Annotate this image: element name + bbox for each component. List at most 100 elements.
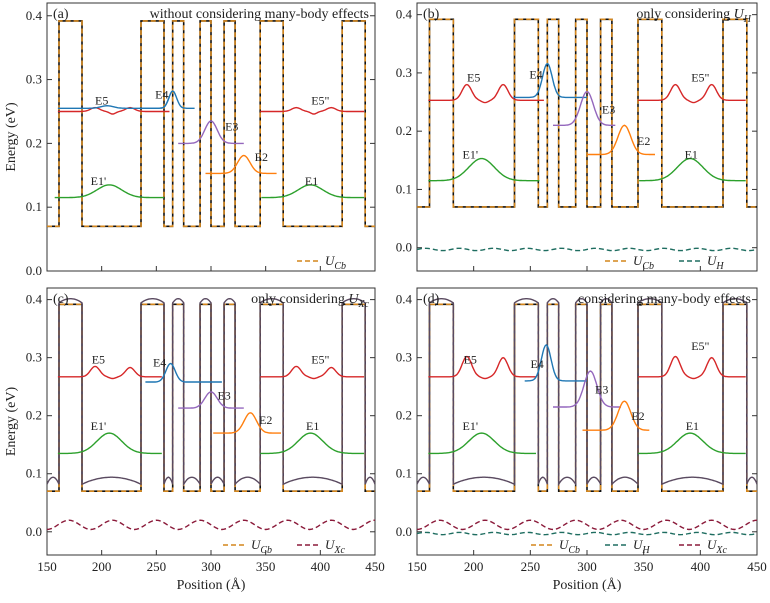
potential-u-xc-line — [417, 519, 757, 531]
y-tick-label: 0.0 — [396, 240, 412, 255]
x-tick-label: 300 — [577, 559, 597, 574]
x-axis-title: Position (Å) — [553, 577, 622, 593]
state-label: E1 — [306, 419, 319, 433]
panel-b: 0.0 0.1 0.2 0.3 0.4 E5 E4 E5" E3 E2 E1' E1 (b) only c… — [396, 2, 758, 272]
state-label: E1' — [91, 174, 107, 188]
state-e3-curve — [553, 370, 621, 408]
state-label: E5" — [691, 339, 709, 353]
potential-total-line — [47, 297, 375, 487]
state-e1p-curve — [54, 184, 164, 199]
y-tick-label: 0.1 — [396, 181, 412, 196]
legend-label: UXc — [707, 537, 727, 556]
y-tick-label: 0.3 — [396, 350, 412, 365]
legend-label: UCb — [325, 253, 346, 272]
y-axis-title: Energy (eV) — [4, 102, 19, 172]
state-label: E5" — [311, 352, 329, 366]
legend-label: UCb — [633, 253, 654, 272]
state-e2-curve — [582, 400, 650, 431]
state-e3-curve — [178, 391, 244, 409]
state-label: E1' — [463, 148, 479, 162]
state-label: E5" — [311, 93, 329, 107]
state-e5-curve — [428, 355, 536, 380]
y-axis-title: Energy (eV) — [4, 387, 19, 457]
state-label: E2 — [631, 409, 644, 423]
y-tick-label: 0.4 — [26, 8, 43, 23]
potential-ucb-line — [47, 303, 375, 492]
state-label: E4 — [529, 68, 542, 82]
y-tick-label: 0.2 — [396, 123, 412, 138]
panel-tag: (c) — [53, 292, 69, 307]
x-tick-label: 450 — [365, 559, 385, 574]
legend-label: UH — [633, 537, 650, 556]
legend-label: UCb — [251, 537, 272, 556]
y-tick-label: 0.2 — [26, 135, 42, 150]
x-tick-label: 350 — [634, 559, 654, 574]
y-tick-label: 0.1 — [396, 466, 412, 481]
state-label: E2 — [637, 134, 650, 148]
state-label: E4 — [530, 357, 543, 371]
legend-label: UH — [707, 253, 724, 272]
panel-tag: (b) — [423, 7, 440, 22]
state-e1p-curve — [428, 432, 536, 455]
state-e2-curve — [213, 412, 281, 434]
state-label: E1 — [686, 419, 699, 433]
y-tick-label: 0.1 — [26, 466, 42, 481]
state-e5-curve — [57, 365, 162, 380]
legend-label: UCb — [559, 537, 580, 556]
state-label: E5" — [691, 71, 709, 85]
plot-area — [417, 297, 757, 536]
state-label: E3 — [217, 388, 230, 402]
panel-a: 0.0 0.1 0.2 0.3 0.4 E5 E4 E5" E3 E2 E1' E1 (a) withou… — [4, 2, 376, 278]
state-e5p-curve — [260, 106, 365, 115]
panel-title: only considering UXc — [251, 292, 369, 310]
state-e3-curve — [553, 90, 616, 126]
potential-total-line — [417, 297, 757, 487]
x-axis-title: Position (Å) — [177, 577, 246, 593]
y-tick-label: 0.2 — [26, 408, 42, 423]
y-tick-label: 0.4 — [26, 292, 43, 307]
panel-c: 0.0 0.1 0.2 0.3 0.4 150 200 250 300 350 400 450 E5 E4… — [4, 287, 385, 593]
state-label: E3 — [595, 383, 608, 397]
state-e2-curve — [205, 154, 277, 175]
x-tick-label: 350 — [256, 559, 276, 574]
plot-area — [417, 18, 757, 252]
potential-u-h-line — [417, 531, 757, 536]
state-e5p-curve — [57, 96, 171, 109]
panel-tag: (d) — [423, 292, 440, 307]
state-e1-curve — [639, 157, 746, 182]
x-tick-label: 200 — [92, 559, 112, 574]
state-label: E4 — [155, 88, 168, 102]
state-e4-curve — [145, 362, 222, 383]
plot-area — [47, 20, 375, 228]
y-tick-label: 0.0 — [26, 263, 42, 278]
y-tick-label: 0.4 — [396, 7, 413, 22]
x-tick-label: 300 — [201, 559, 221, 574]
potential-u-xc-line — [47, 519, 375, 531]
state-e5p-curve — [638, 83, 746, 104]
y-tick-label: 0.0 — [396, 524, 412, 539]
y-tick-label: 0.3 — [26, 72, 42, 87]
state-e1p-curve — [57, 432, 162, 455]
potential-ucb-line — [417, 18, 757, 208]
y-tick-label: 0.2 — [396, 408, 412, 423]
state-label: E4 — [153, 355, 166, 369]
x-tick-label: 400 — [311, 559, 331, 574]
state-label: E1 — [685, 148, 698, 162]
state-e1-curve — [261, 184, 365, 199]
y-tick-label: 0.4 — [396, 292, 413, 307]
state-e1p-curve — [428, 157, 540, 182]
panel-tag: (a) — [53, 7, 69, 22]
state-label: E2 — [259, 413, 272, 427]
state-label: E1 — [305, 174, 318, 188]
state-e2-curve — [587, 124, 655, 156]
x-tick-label: 200 — [464, 559, 484, 574]
state-e1-curve — [638, 432, 746, 455]
legend-label: UXc — [325, 537, 345, 556]
state-label: E1' — [91, 419, 107, 433]
x-tick-label: 250 — [521, 559, 541, 574]
x-tick-label: 150 — [37, 559, 57, 574]
state-e1-curve — [260, 432, 365, 455]
panel-title: only considering UH — [636, 7, 751, 25]
state-label: E3 — [225, 120, 238, 134]
panel-title: considering many-body effects — [578, 292, 751, 307]
